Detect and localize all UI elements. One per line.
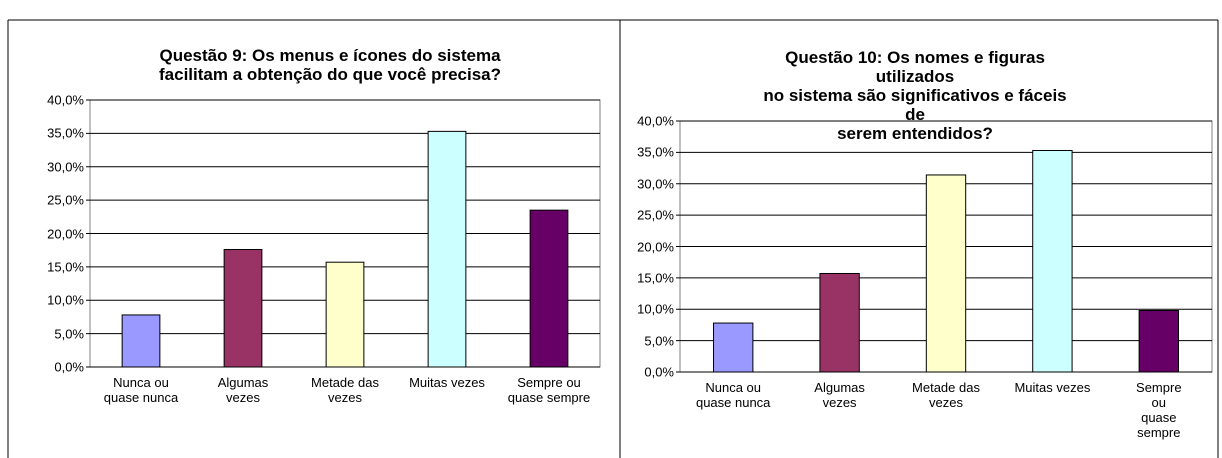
y-tick-label: 15,0% [47, 259, 84, 275]
x-tick-label: Metade das vezes [311, 375, 379, 405]
bar [1032, 149, 1073, 373]
y-tick-label: 10,0% [47, 292, 84, 308]
bar [427, 130, 467, 368]
bar [223, 249, 263, 368]
y-tick-label: 5,0% [54, 326, 84, 342]
y-tick-label: 25,0% [637, 207, 674, 223]
chart-title: Questão 10: Os nomes e figuras utilizado… [763, 48, 1067, 143]
bar [819, 272, 860, 373]
bar [1138, 310, 1179, 373]
y-tick-label: 40,0% [47, 92, 84, 108]
x-tick-label: Muitas vezes [1014, 380, 1091, 395]
x-tick-label: Algumas vezes [814, 380, 865, 410]
x-tick-label: Sempre ou quase sempre [507, 375, 591, 405]
y-tick-label: 0,0% [54, 359, 84, 375]
x-tick-label: Sempre ou quase sempre [1136, 380, 1182, 440]
bar [121, 314, 161, 368]
y-tick-label: 40,0% [637, 113, 674, 129]
chart-title: Questão 9: Os menus e ícones do sistema … [159, 46, 501, 84]
y-tick-label: 10,0% [637, 301, 674, 317]
bar [529, 209, 569, 368]
x-tick-label: Muitas vezes [409, 375, 485, 390]
y-tick-label: 20,0% [637, 239, 674, 254]
bar [713, 322, 754, 373]
y-tick-label: 30,0% [637, 176, 674, 192]
y-tick-label: 5,0% [644, 333, 674, 349]
bar [925, 174, 967, 373]
y-tick-label: 20,0% [47, 226, 84, 241]
y-tick-label: 15,0% [637, 270, 674, 286]
y-tick-label: 30,0% [47, 159, 84, 175]
x-tick-label: Nunca ou quase nunca [695, 380, 771, 410]
x-tick-label: Nunca ou quase nunca [103, 375, 179, 405]
y-tick-label: 35,0% [47, 125, 84, 141]
bar [325, 261, 365, 368]
y-tick-label: 35,0% [637, 144, 674, 160]
y-tick-label: 25,0% [47, 192, 84, 208]
x-tick-label: Metade das vezes [912, 380, 980, 410]
x-tick-label: Algumas vezes [217, 375, 269, 405]
y-tick-label: 0,0% [644, 364, 674, 380]
